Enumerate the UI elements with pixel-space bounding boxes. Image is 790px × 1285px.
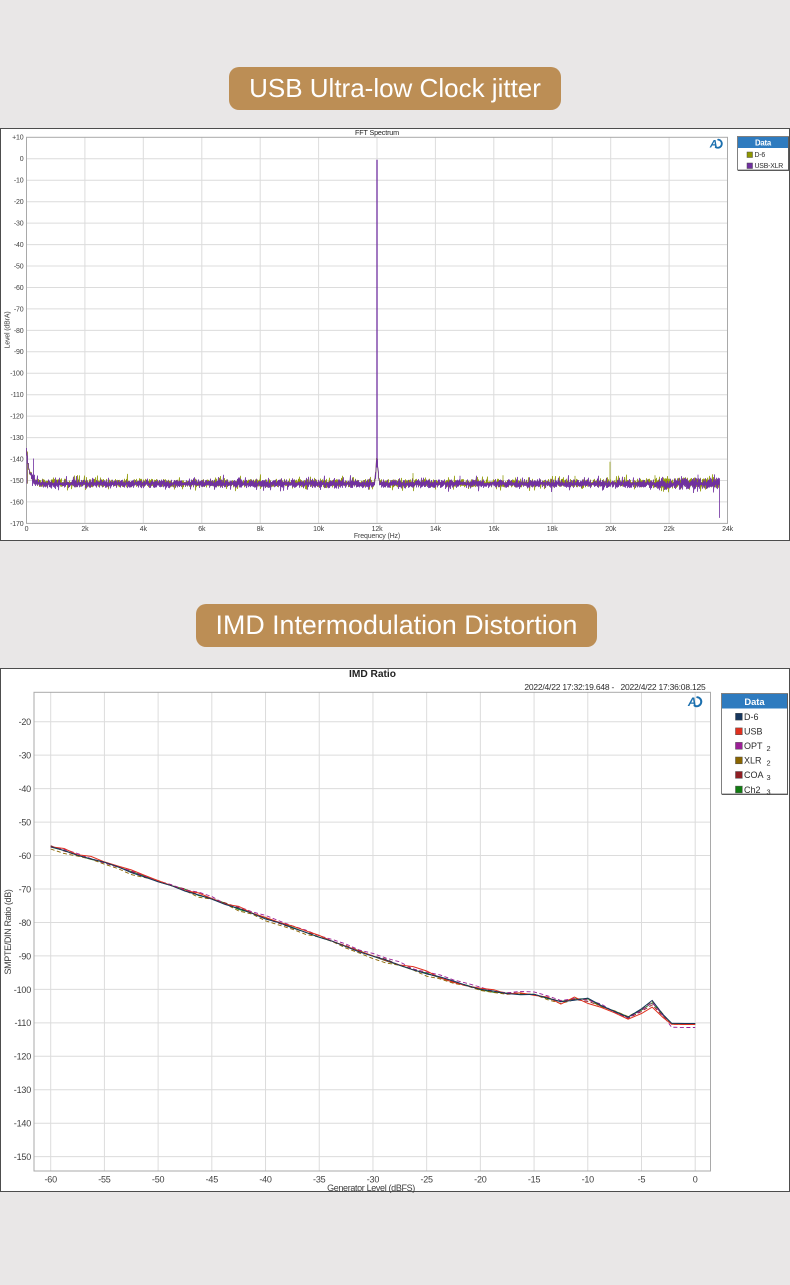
svg-text:-20: -20 (19, 717, 32, 727)
svg-text:D-6: D-6 (755, 152, 766, 159)
svg-text:-30: -30 (367, 1175, 380, 1185)
svg-text:FFT Spectrum: FFT Spectrum (355, 128, 399, 137)
svg-text:A: A (687, 695, 697, 709)
svg-text:SMPTE/DIN Ratio (dB): SMPTE/DIN Ratio (dB) (3, 889, 13, 974)
svg-text:-60: -60 (19, 851, 32, 861)
svg-text:-40: -40 (14, 242, 24, 249)
svg-text:-70: -70 (14, 306, 24, 313)
svg-text:16k: 16k (488, 526, 499, 533)
svg-text:D-6: D-6 (744, 712, 759, 722)
svg-text:14k: 14k (430, 526, 441, 533)
svg-text:-35: -35 (313, 1175, 326, 1185)
svg-text:-80: -80 (19, 918, 32, 928)
svg-text:18k: 18k (547, 526, 558, 533)
svg-text:-160: -160 (10, 499, 24, 506)
svg-text:-110: -110 (11, 392, 24, 399)
svg-text:-70: -70 (19, 884, 32, 894)
svg-text:-120: -120 (14, 1052, 31, 1062)
svg-text:-110: -110 (14, 1018, 31, 1028)
svg-text:Frequency (Hz): Frequency (Hz) (354, 533, 400, 540)
svg-text:20k: 20k (605, 526, 616, 533)
svg-text:0: 0 (693, 1175, 698, 1185)
svg-text:2k: 2k (81, 526, 89, 533)
svg-text:-50: -50 (152, 1175, 165, 1185)
svg-text:Generator Level (dBFS): Generator Level (dBFS) (327, 1183, 415, 1193)
svg-text:-20: -20 (474, 1175, 487, 1185)
svg-text:Data: Data (744, 696, 765, 707)
svg-text:4k: 4k (140, 526, 148, 533)
svg-text:-100: -100 (14, 985, 31, 995)
svg-text:3: 3 (767, 788, 771, 797)
svg-text:IMD Ratio: IMD Ratio (349, 669, 396, 680)
svg-text:+10: +10 (12, 135, 24, 142)
svg-text:USB-XLR: USB-XLR (755, 163, 784, 170)
svg-text:XLR: XLR (744, 756, 762, 766)
svg-text:-140: -140 (10, 456, 24, 463)
svg-text:22k: 22k (664, 526, 675, 533)
svg-text:24k: 24k (722, 526, 733, 533)
svg-text:Data: Data (755, 139, 772, 148)
svg-text:-20: -20 (14, 199, 24, 206)
svg-text:-60: -60 (14, 285, 24, 292)
svg-text:-150: -150 (10, 478, 24, 485)
svg-text:COA: COA (744, 770, 764, 780)
svg-text:-50: -50 (14, 263, 24, 270)
svg-text:Level (dBrA): Level (dBrA) (5, 311, 12, 348)
svg-text:-10: -10 (582, 1175, 595, 1185)
svg-text:-90: -90 (19, 951, 32, 961)
svg-text:-10: -10 (14, 178, 24, 185)
svg-text:2: 2 (767, 759, 771, 768)
svg-text:-15: -15 (528, 1175, 541, 1185)
svg-text:-130: -130 (14, 1085, 31, 1095)
svg-text:-140: -140 (14, 1119, 31, 1129)
svg-text:-100: -100 (10, 371, 24, 378)
svg-text:-40: -40 (19, 784, 32, 794)
svg-text:0: 0 (25, 526, 29, 533)
svg-text:-5: -5 (638, 1175, 646, 1185)
svg-text:-25: -25 (420, 1175, 433, 1185)
svg-text:-60: -60 (44, 1175, 57, 1185)
svg-text:-120: -120 (10, 414, 24, 421)
svg-text:8k: 8k (257, 526, 265, 533)
svg-text:A: A (709, 138, 718, 150)
svg-text:10k: 10k (313, 526, 324, 533)
svg-text:-90: -90 (14, 349, 24, 356)
svg-text:-150: -150 (14, 1152, 31, 1162)
svg-text:-80: -80 (14, 328, 24, 335)
svg-text:OPT: OPT (744, 741, 763, 751)
svg-text:USB: USB (744, 727, 763, 737)
svg-text:0: 0 (20, 156, 24, 163)
svg-text:12k: 12k (372, 526, 383, 533)
svg-text:6k: 6k (198, 526, 206, 533)
svg-text:Ch2: Ch2 (744, 785, 761, 795)
svg-text:-30: -30 (19, 751, 32, 761)
svg-text:-170: -170 (10, 521, 24, 528)
svg-text:-30: -30 (14, 221, 24, 228)
svg-text:-45: -45 (206, 1175, 219, 1185)
svg-text:2: 2 (767, 744, 771, 753)
svg-text:-55: -55 (98, 1175, 111, 1185)
svg-text:-40: -40 (259, 1175, 272, 1185)
svg-text:3: 3 (767, 773, 771, 782)
svg-text:-130: -130 (10, 435, 24, 442)
svg-text:-50: -50 (19, 818, 32, 828)
svg-text:2022/4/22 17:32:19.648 - 202: 2022/4/22 17:32:19.648 - 2022/4/22 17:36… (524, 682, 706, 692)
